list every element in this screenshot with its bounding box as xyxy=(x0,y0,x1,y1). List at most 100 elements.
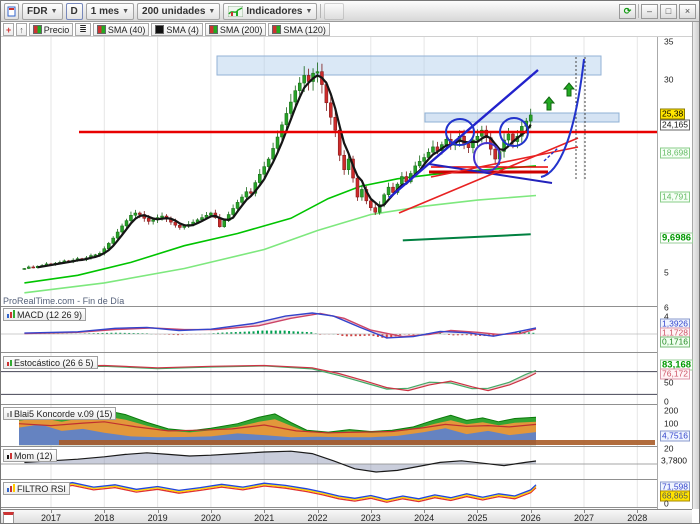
price-label: 9,6986 xyxy=(660,232,694,244)
legend-label: SMA (200) xyxy=(219,24,263,35)
refresh-icon[interactable]: ⟳ xyxy=(619,3,636,19)
price-label: 3,7800 xyxy=(661,455,687,466)
indicator-label-koncorde[interactable]: Blai5 Koncorde v.09 (15) xyxy=(3,407,117,420)
pattern-circle-3[interactable] xyxy=(499,117,529,147)
vertical-scrollbar[interactable] xyxy=(692,22,699,509)
legend-item-sma-40[interactable]: SMA (40) xyxy=(92,23,150,36)
rg-icon xyxy=(208,25,218,34)
macd-line xyxy=(24,312,537,339)
indicator-label-stoch[interactable]: Estocástico (26 6 5) xyxy=(3,356,98,369)
chart-legend: + ↑ Precio ≣ SMA (40) SMA (4) SMA (200) SMA (12… xyxy=(1,22,692,36)
rsi-yellow-line xyxy=(24,483,537,502)
price-label: 4,7516 xyxy=(660,430,690,442)
year-label: 2020 xyxy=(200,513,221,523)
year-label: 2021 xyxy=(254,513,275,523)
price-label: 0,1716 xyxy=(660,336,690,348)
symbol-selector[interactable]: FDR ▼ xyxy=(22,2,63,20)
price-label: 25,38 xyxy=(660,108,686,120)
indicators-button[interactable]: Indicadores ▼ xyxy=(223,2,318,20)
rising-red-trendline-1[interactable] xyxy=(398,137,579,214)
projection-curve[interactable] xyxy=(540,58,585,178)
panel-borders xyxy=(1,36,695,509)
legend-label: Precio xyxy=(43,24,70,35)
legend-item-precio[interactable]: Precio xyxy=(28,23,74,36)
year-tick xyxy=(210,510,212,513)
macd-panel[interactable] xyxy=(1,312,657,339)
year-tick xyxy=(637,510,639,513)
indicator-label-macd[interactable]: MACD (12 26 9) xyxy=(3,308,87,321)
momentum-panel[interactable] xyxy=(1,450,657,473)
minimize-button[interactable]: – xyxy=(641,3,658,19)
indicator-icon xyxy=(7,359,12,366)
time-axis[interactable]: 2017 2018 2019 2020 2021 2022 2023 2024 2025 2026… xyxy=(1,509,692,523)
axis-tick: 30 xyxy=(664,74,674,85)
window-controls: ⟳ – □ × xyxy=(619,3,696,19)
rsi-filter-panel[interactable] xyxy=(24,481,537,503)
dashed-blue-segment[interactable] xyxy=(543,147,559,162)
momentum-line xyxy=(24,450,537,473)
legend-item-sma-120[interactable]: SMA (120) xyxy=(268,23,330,36)
toolbar: FDR ▼ D 1 mes ▼ 200 unidades ▼ Indicadores ▼… xyxy=(1,1,699,22)
price-label: 68,865 xyxy=(660,490,690,502)
black-icon xyxy=(155,25,165,34)
calendar-icon[interactable] xyxy=(3,512,14,523)
rsi-blue-line xyxy=(24,481,537,501)
legend-item-sma-4[interactable]: SMA (4) xyxy=(151,23,203,36)
stochastic-panel[interactable] xyxy=(1,364,657,395)
year-tick xyxy=(370,510,372,513)
price-label: 14,791 xyxy=(660,191,690,203)
indicators-icon xyxy=(228,5,244,17)
rising-red-trendline-2[interactable] xyxy=(430,146,579,178)
year-label: 2023 xyxy=(360,513,381,523)
workspace-icon[interactable] xyxy=(4,2,19,20)
pointer-up-button[interactable]: ↑ xyxy=(16,23,27,36)
resistance-box-top[interactable] xyxy=(216,55,602,76)
year-tick xyxy=(264,510,266,513)
list-icon[interactable]: ≣ xyxy=(75,23,91,36)
pattern-circle-1[interactable] xyxy=(445,118,475,146)
year-label: 2026 xyxy=(520,513,541,523)
koncorde-media-line xyxy=(18,421,537,434)
rising-blue-trendline[interactable] xyxy=(388,69,539,199)
axis-tick: 100 xyxy=(664,418,679,429)
axis-tick: 6 xyxy=(664,302,669,313)
legend-label: SMA (4) xyxy=(166,24,199,35)
candle-icon xyxy=(32,25,42,34)
timeframe-selector[interactable]: 1 mes ▼ xyxy=(85,2,135,20)
maximize-button[interactable]: □ xyxy=(660,3,677,19)
indicator-title: Estocástico (26 6 5) xyxy=(14,357,94,368)
chevron-down-icon: ▼ xyxy=(305,7,313,15)
chevron-down-icon: ▼ xyxy=(50,7,58,15)
indicator-title: FILTRO RSI xyxy=(17,483,66,494)
indicator-icon xyxy=(7,452,12,459)
year-label: 2019 xyxy=(147,513,168,523)
axis-tick: 4 xyxy=(664,311,669,322)
falling-blue-trendline[interactable] xyxy=(428,163,553,184)
green-up-arrow-1[interactable] xyxy=(542,96,556,111)
watermark: ProRealTime.com - Fin de Día xyxy=(3,296,125,306)
legend-item-sma-200[interactable]: SMA (200) xyxy=(204,23,267,36)
indicator-title: Mom (12) xyxy=(14,450,53,461)
pattern-circle-2[interactable] xyxy=(473,142,501,172)
koncorde-panel[interactable] xyxy=(18,409,655,446)
price-label: 76,172 xyxy=(660,368,690,380)
indicator-title: MACD (12 26 9) xyxy=(17,309,83,320)
close-button[interactable]: × xyxy=(679,3,696,19)
add-indicator-button[interactable]: + xyxy=(3,23,15,36)
axis-tick: 20 xyxy=(664,443,674,454)
indicator-label-mom[interactable]: Mom (12) xyxy=(3,449,57,462)
chevron-down-icon: ▼ xyxy=(122,7,130,15)
axis-tick: 5 xyxy=(664,267,669,278)
year-tick xyxy=(51,510,52,513)
green-up-arrow-2[interactable] xyxy=(562,82,576,97)
axis-tick: 50 xyxy=(664,377,674,388)
main-price-panel[interactable] xyxy=(22,55,657,294)
indicator-label-rsi[interactable]: FILTRO RSI xyxy=(3,482,70,495)
sma-200-line xyxy=(402,233,531,242)
year-label: 2018 xyxy=(94,513,115,523)
units-selector[interactable]: 200 unidades ▼ xyxy=(137,2,221,20)
daily-period-button[interactable]: D xyxy=(65,2,83,20)
rg-icon xyxy=(272,25,282,34)
